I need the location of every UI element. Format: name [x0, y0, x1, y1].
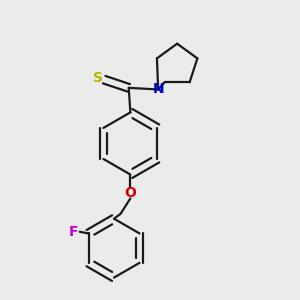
Text: F: F: [69, 225, 79, 239]
Text: N: N: [152, 82, 164, 97]
Text: S: S: [93, 71, 103, 85]
Text: O: O: [124, 185, 136, 200]
